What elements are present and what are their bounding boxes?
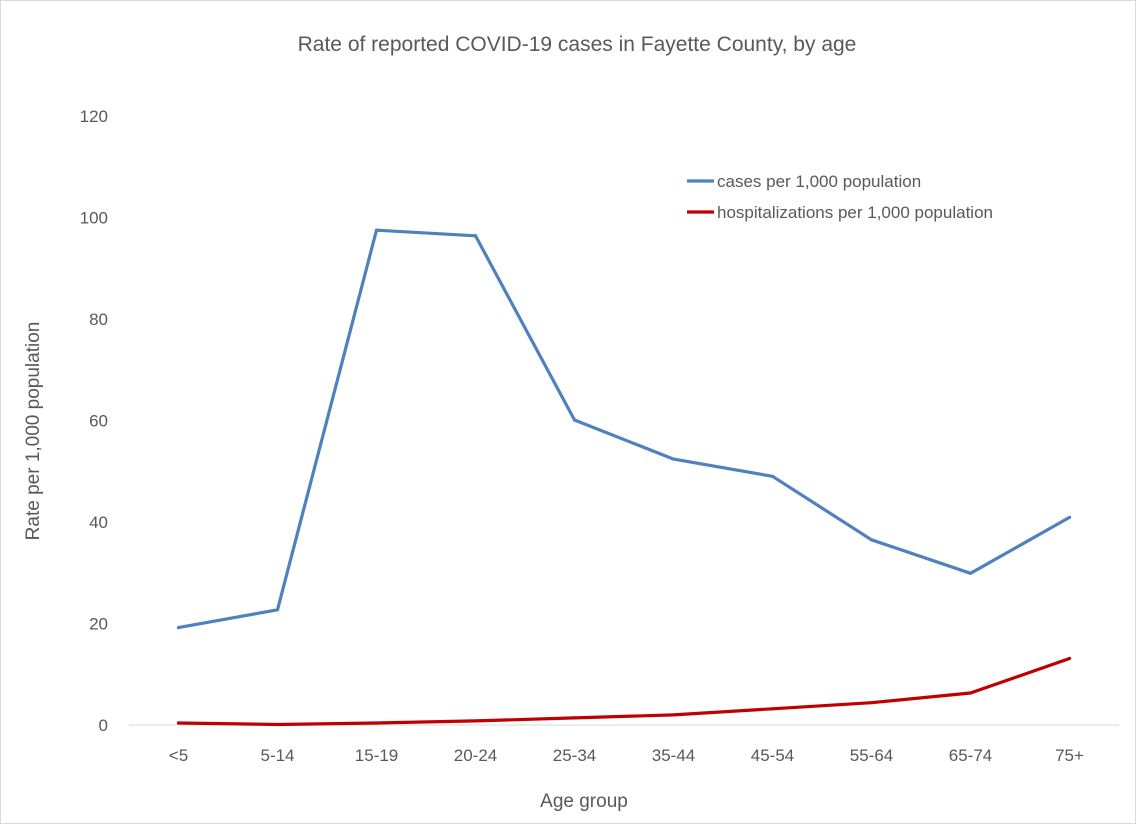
data-point: [374, 721, 379, 725]
data-point: [275, 722, 280, 727]
chart-title: Rate of reported COVID-19 cases in Fayet…: [298, 33, 857, 56]
data-point: [572, 716, 577, 720]
y-axis-label: Rate per 1,000 population: [23, 322, 44, 541]
y-tick-label: 20: [89, 615, 108, 634]
x-tick-label: 25-34: [553, 746, 596, 765]
data-point: [1067, 656, 1072, 661]
data-point: [176, 625, 181, 630]
x-tick-label: 35-44: [652, 746, 695, 765]
data-point: [968, 571, 973, 575]
data-point: [770, 474, 775, 478]
data-point: [473, 719, 478, 723]
y-tick-label: 80: [89, 310, 108, 329]
series-lines: [176, 228, 1072, 727]
legend-label: hospitalizations per 1,000 population: [717, 203, 993, 222]
legend-label: cases per 1,000 population: [717, 172, 921, 191]
y-tick-label: 120: [80, 107, 108, 126]
x-tick-label: 75+: [1055, 746, 1084, 765]
data-point: [968, 691, 973, 695]
y-axis-ticks: 0 20 40 60 80 100 120: [80, 107, 108, 735]
x-tick-label: 65-74: [949, 746, 992, 765]
data-point: [671, 457, 676, 461]
x-tick-label: 45-54: [751, 746, 794, 765]
y-tick-label: 40: [89, 513, 108, 532]
series-line-2: [176, 656, 1072, 727]
y-tick-label: 60: [89, 412, 108, 431]
legend: cases per 1,000 population hospitalizatio…: [687, 172, 993, 222]
data-point: [473, 234, 478, 238]
x-tick-label: 55-64: [850, 746, 893, 765]
data-point: [374, 228, 379, 232]
data-point: [176, 721, 181, 725]
x-axis-ticks: <5 5-14 15-19 20-24 25-34 35-44 45-54 55-64 65-7…: [169, 746, 1084, 765]
data-point: [671, 713, 676, 717]
x-tick-label: 15-19: [355, 746, 398, 765]
data-point: [275, 608, 280, 612]
x-tick-label: <5: [169, 746, 188, 765]
data-point: [572, 418, 577, 422]
y-tick-label: 0: [99, 716, 108, 735]
x-axis-label: Age group: [540, 791, 628, 812]
data-point: [869, 538, 874, 542]
x-tick-label: 5-14: [260, 746, 294, 765]
series-line-1: [176, 228, 1072, 630]
x-tick-label: 20-24: [454, 746, 497, 765]
data-point: [1067, 515, 1072, 520]
y-tick-label: 100: [80, 209, 108, 228]
data-point: [869, 701, 874, 705]
data-point: [770, 707, 775, 711]
